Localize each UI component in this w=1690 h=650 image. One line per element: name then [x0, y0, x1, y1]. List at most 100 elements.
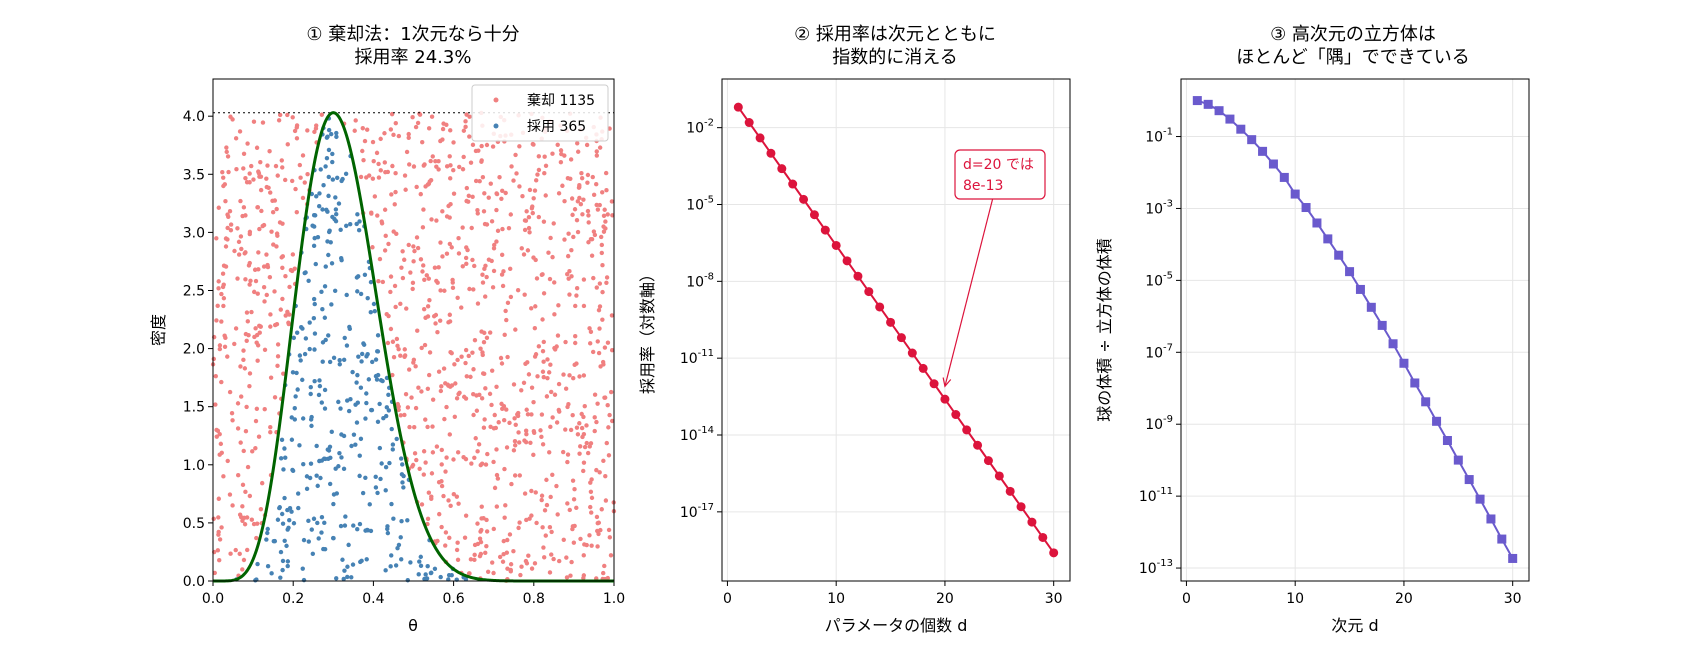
rejected-point [258, 174, 264, 179]
rejected-point [544, 502, 550, 508]
accepted-point [337, 358, 342, 363]
rejected-point [556, 558, 562, 564]
rejected-point [274, 231, 280, 236]
accepted-point [301, 577, 307, 583]
rejected-point [467, 134, 472, 139]
accepted-point [338, 227, 343, 232]
data-point [951, 410, 961, 420]
rejected-point [219, 379, 224, 385]
rejected-point [488, 181, 493, 186]
accepted-point [393, 563, 399, 568]
rejected-point [572, 487, 577, 492]
rejected-point [222, 182, 228, 187]
rejected-point [396, 133, 402, 139]
rejected-point [372, 194, 378, 199]
rejected-point [257, 330, 262, 335]
accepted-point [336, 201, 342, 206]
accepted-point [344, 292, 349, 298]
panel1-axes-frame [212, 78, 615, 582]
rejected-point [505, 354, 510, 360]
rejected-point [376, 161, 381, 167]
rejected-point [494, 504, 500, 509]
data-point [755, 133, 765, 143]
annotation-arrow [944, 198, 994, 387]
rejected-point [539, 434, 544, 440]
accepted-point [310, 223, 315, 228]
rejected-point [414, 184, 419, 190]
rejected-point [494, 447, 499, 452]
rejected-point [474, 408, 480, 413]
rejected-point [589, 543, 594, 548]
rejected-point [590, 174, 595, 180]
rejected-point [362, 138, 368, 144]
rejected-point [275, 363, 280, 369]
rejected-point [511, 549, 516, 554]
rejected-point [564, 555, 569, 560]
rejected-point [457, 164, 462, 170]
accepted-point [346, 408, 352, 414]
accepted-point [358, 385, 364, 390]
rejected-point [572, 207, 578, 212]
accepted-point [356, 274, 361, 279]
rejected-point [522, 491, 528, 496]
rejected-point [547, 276, 553, 282]
rejected-point [419, 389, 424, 394]
rejected-point [300, 195, 306, 201]
rejected-point [472, 263, 477, 269]
rejected-point [507, 420, 512, 426]
rejected-point [604, 440, 609, 446]
data-point [918, 363, 928, 373]
rejected-point [406, 242, 411, 248]
accepted-point [339, 178, 344, 184]
panel3-axes-frame [1180, 78, 1530, 582]
accepted-point [363, 528, 368, 533]
accepted-point [391, 516, 396, 521]
rejected-point [523, 218, 529, 223]
rejected-point [402, 353, 408, 358]
rejected-point [266, 185, 271, 191]
accepted-point [325, 239, 330, 244]
rejected-point [563, 339, 568, 345]
rejected-point [221, 263, 227, 268]
rejected-point [511, 382, 517, 387]
rejected-point [560, 183, 565, 188]
rejected-point [606, 453, 612, 458]
rejected-point [280, 254, 286, 259]
rejected-point [460, 225, 465, 230]
rejected-point [417, 466, 422, 471]
rejected-point [584, 423, 589, 428]
rejected-point [430, 397, 436, 402]
rejected-point [294, 209, 299, 215]
rejected-point [589, 510, 594, 515]
rejected-point [430, 424, 435, 429]
rejected-point [245, 515, 250, 520]
rejected-point [425, 304, 431, 309]
rejected-point [262, 406, 267, 412]
rejected-point [542, 555, 547, 560]
rejected-point [369, 210, 374, 215]
accepted-point [316, 392, 322, 398]
rejected-point [442, 416, 447, 422]
rejected-point [221, 175, 226, 180]
rejected-point [448, 128, 453, 133]
rejected-point [240, 567, 245, 572]
rejected-point [475, 301, 481, 306]
rejected-point [451, 457, 456, 462]
rejected-point [217, 431, 222, 437]
rejected-point [414, 235, 420, 240]
rejected-point [270, 210, 276, 215]
x-tick-label: 0 [1182, 591, 1191, 607]
rejected-point [460, 264, 465, 269]
accepted-point [334, 576, 339, 581]
rejected-point [594, 419, 599, 425]
panel2-annotation: d=20 では 8e-13 [942, 149, 1046, 388]
rejected-point [216, 286, 221, 291]
rejected-point [610, 418, 615, 424]
rejected-point [280, 165, 285, 170]
data-point [1399, 358, 1409, 368]
rejected-point [480, 352, 485, 358]
accepted-point [326, 174, 331, 180]
accepted-point [318, 167, 323, 172]
legend-marker-accepted [493, 123, 499, 129]
rejected-point [294, 123, 300, 128]
